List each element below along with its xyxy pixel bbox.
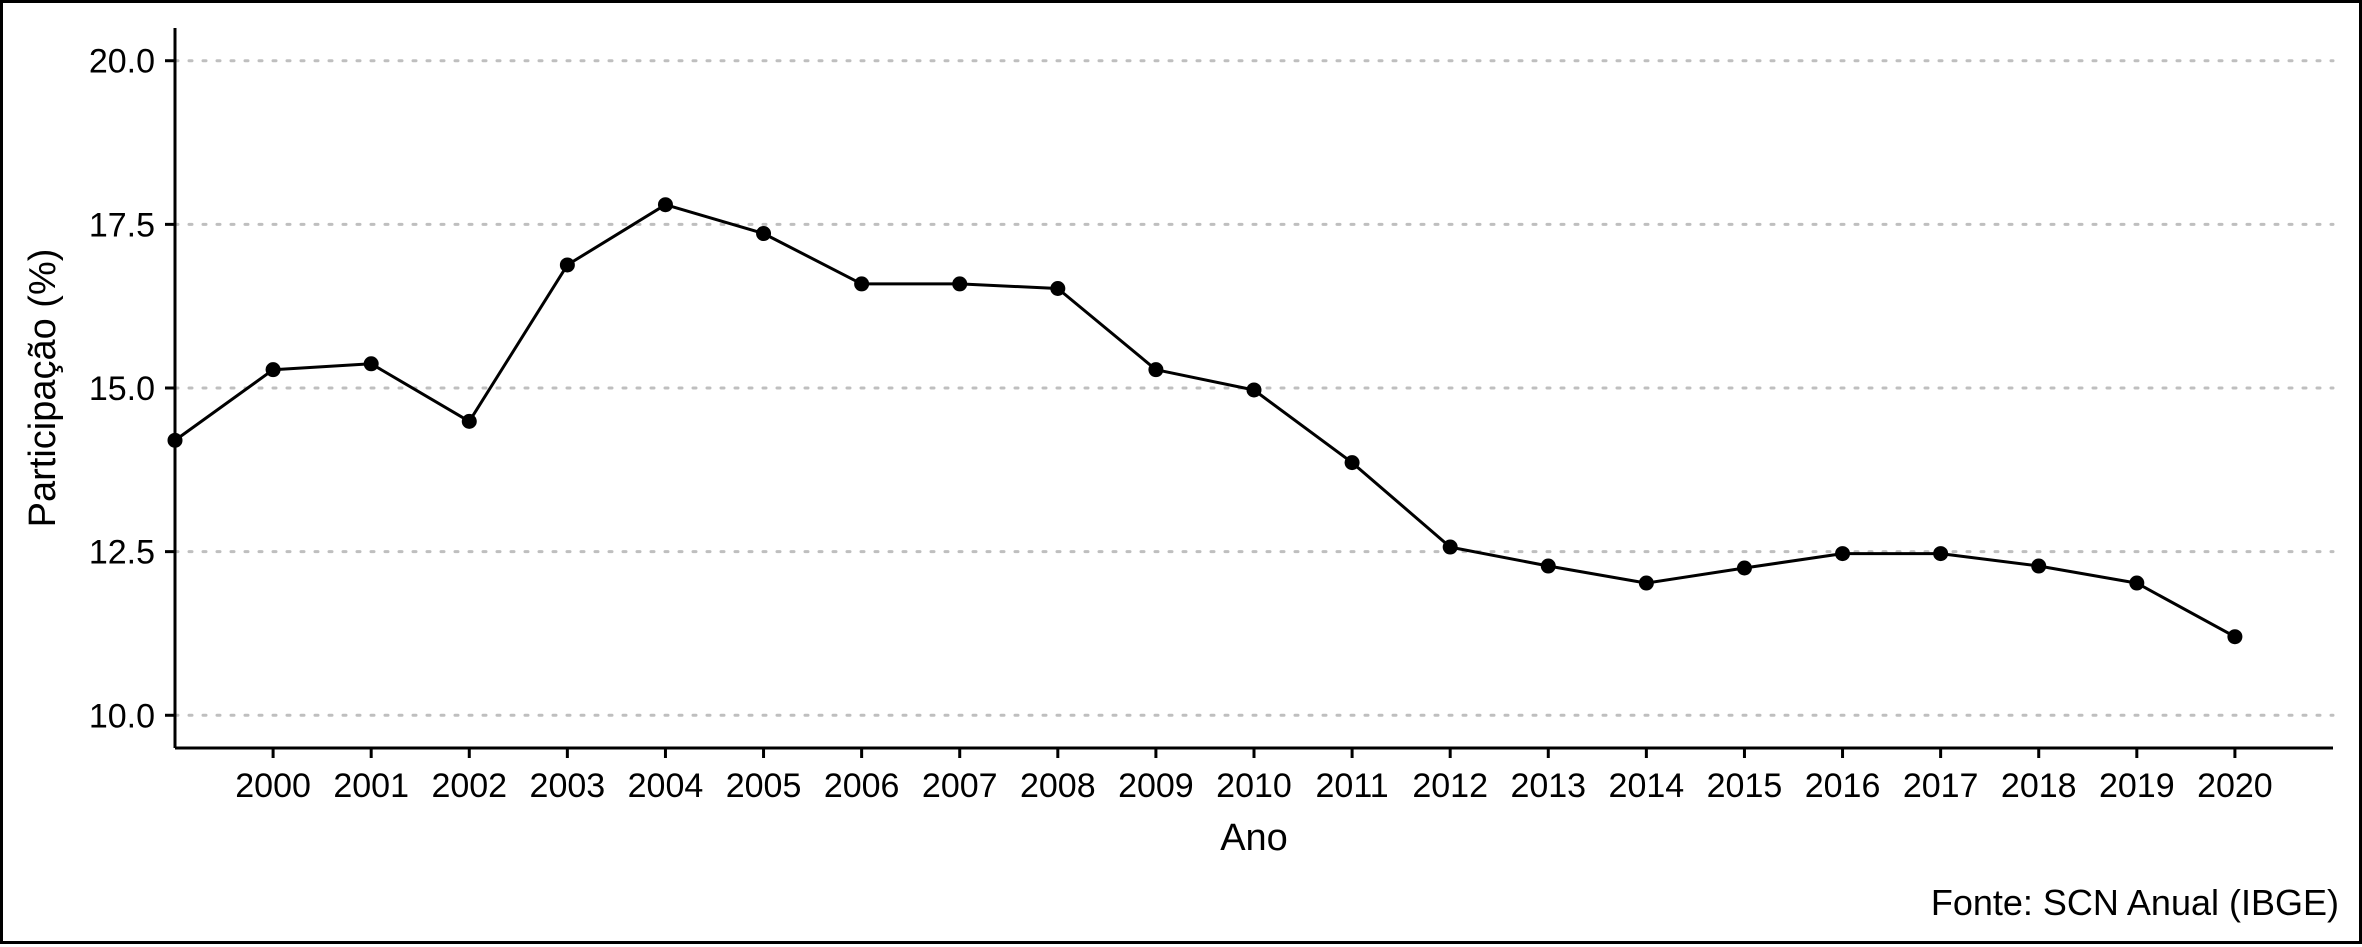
data-point: [1835, 546, 1851, 562]
x-tick-label: 2011: [1316, 767, 1389, 805]
data-point: [657, 197, 673, 213]
data-point: [952, 276, 968, 292]
y-tick-label: 10.0: [89, 697, 155, 735]
x-tick-label: 2010: [1216, 767, 1292, 805]
x-axis-title: Ano: [1220, 817, 1288, 859]
data-point: [1344, 455, 1360, 471]
line-chart: 10.012.515.017.520.0 2000 2001 2002 2003 200…: [22, 28, 2339, 923]
x-tick-label: 2012: [1412, 767, 1488, 805]
x-tick-label: 2002: [431, 767, 507, 805]
x-tick-label: 2008: [1020, 767, 1096, 805]
data-point: [1148, 362, 1164, 378]
y-tick-label: 15.0: [89, 370, 155, 408]
data-point: [854, 276, 870, 292]
data-point: [1442, 539, 1458, 555]
data-points: [167, 197, 2243, 645]
x-tick-label: 2006: [824, 767, 900, 805]
data-point: [1246, 382, 1262, 398]
x-tick-label: 2005: [726, 767, 802, 805]
data-point: [2227, 629, 2243, 645]
data-point: [1540, 558, 1556, 574]
x-tick-label: 2015: [1707, 767, 1783, 805]
x-tick-label: 2003: [530, 767, 606, 805]
x-tick-label: 2014: [1609, 767, 1685, 805]
data-point: [756, 226, 772, 242]
x-tick-label: 2000: [235, 767, 311, 805]
data-point: [559, 257, 575, 273]
x-tick-label: 2020: [2197, 767, 2273, 805]
series-line: [174, 203, 2236, 639]
data-point: [265, 362, 281, 378]
y-tick-label: 17.5: [89, 206, 155, 244]
y-tick-label: 12.5: [89, 534, 155, 572]
x-axis-ticks: 2000 2001 2002 2003 2004 2005 2006 2007 2008 2009…: [235, 748, 2273, 805]
y-axis-ticks: 10.0 12.5 15.0 17.5 20.0: [89, 43, 175, 735]
data-point: [2129, 575, 2145, 591]
y-axis-title: Participação (%): [22, 249, 64, 528]
x-tick-label: 2004: [628, 767, 704, 805]
data-point: [167, 432, 183, 448]
x-tick-label: 2001: [333, 767, 409, 805]
x-tick-label: 2007: [922, 767, 998, 805]
data-point: [2031, 558, 2047, 574]
y-tick-label: 20.0: [89, 43, 155, 81]
data-point: [1050, 281, 1066, 297]
data-point: [1736, 560, 1752, 576]
data-point: [1638, 575, 1654, 591]
data-point: [363, 356, 379, 372]
x-tick-label: 2018: [2001, 767, 2077, 805]
x-tick-label: 2016: [1805, 767, 1881, 805]
data-point: [461, 413, 477, 429]
x-tick-label: 2009: [1118, 767, 1194, 805]
data-point: [1933, 546, 1949, 562]
x-tick-label: 2013: [1510, 767, 1586, 805]
x-tick-label: 2019: [2099, 767, 2175, 805]
source-caption: Fonte: SCN Anual (IBGE): [1931, 882, 2339, 923]
x-tick-label: 2017: [1903, 767, 1979, 805]
